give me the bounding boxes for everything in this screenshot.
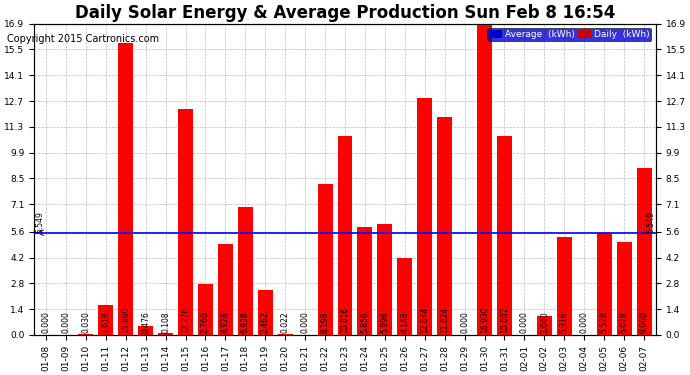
Bar xyxy=(377,225,393,335)
Text: 0.030: 0.030 xyxy=(81,311,90,333)
Text: 0.000: 0.000 xyxy=(580,311,589,333)
Text: 0.000: 0.000 xyxy=(520,311,529,333)
Bar xyxy=(238,207,253,335)
Text: 5.856: 5.856 xyxy=(360,312,369,333)
Text: 1.040: 1.040 xyxy=(540,312,549,333)
Text: 2.760: 2.760 xyxy=(201,312,210,333)
Bar xyxy=(537,316,552,335)
Bar xyxy=(637,168,651,335)
Bar xyxy=(258,290,273,335)
Bar xyxy=(357,227,373,335)
Text: 2.462: 2.462 xyxy=(261,312,270,333)
Legend: Average  (kWh), Daily  (kWh): Average (kWh), Daily (kWh) xyxy=(487,28,651,41)
Text: 0.000: 0.000 xyxy=(301,311,310,333)
Bar xyxy=(79,334,93,335)
Bar xyxy=(158,333,173,335)
Text: 0.022: 0.022 xyxy=(281,312,290,333)
Bar xyxy=(277,334,293,335)
Text: 5.549: 5.549 xyxy=(35,211,44,233)
Text: 12.276: 12.276 xyxy=(181,307,190,333)
Text: 0.000: 0.000 xyxy=(61,311,70,333)
Bar xyxy=(118,43,133,335)
Bar xyxy=(617,242,631,335)
Bar xyxy=(98,305,113,335)
Text: 10.802: 10.802 xyxy=(500,307,509,333)
Bar xyxy=(337,136,353,335)
Bar xyxy=(597,233,611,335)
Bar xyxy=(317,184,333,335)
Text: 1.618: 1.618 xyxy=(101,312,110,333)
Text: 16.930: 16.930 xyxy=(480,307,489,333)
Text: 4.148: 4.148 xyxy=(400,312,409,333)
Text: 5.549: 5.549 xyxy=(646,211,655,233)
Bar xyxy=(557,237,572,335)
Title: Daily Solar Energy & Average Production Sun Feb 8 16:54: Daily Solar Energy & Average Production … xyxy=(75,4,615,22)
Text: 15.860: 15.860 xyxy=(121,307,130,333)
Text: 11.824: 11.824 xyxy=(440,307,449,333)
Text: 9.060: 9.060 xyxy=(640,311,649,333)
Text: 6.938: 6.938 xyxy=(241,312,250,333)
Bar xyxy=(477,23,492,335)
Bar xyxy=(198,284,213,335)
Bar xyxy=(138,326,153,335)
Text: 0.476: 0.476 xyxy=(141,311,150,333)
Text: 5.528: 5.528 xyxy=(600,312,609,333)
Text: 5.028: 5.028 xyxy=(620,312,629,333)
Text: 0.000: 0.000 xyxy=(460,311,469,333)
Bar xyxy=(437,117,452,335)
Text: 12.844: 12.844 xyxy=(420,307,429,333)
Text: Copyright 2015 Cartronics.com: Copyright 2015 Cartronics.com xyxy=(7,34,159,44)
Text: 0.108: 0.108 xyxy=(161,312,170,333)
Bar xyxy=(397,258,413,335)
Text: 0.000: 0.000 xyxy=(41,311,50,333)
Bar xyxy=(178,109,193,335)
Bar xyxy=(417,98,432,335)
Text: 10.816: 10.816 xyxy=(340,307,350,333)
Text: 4.928: 4.928 xyxy=(221,312,230,333)
Bar xyxy=(497,136,512,335)
Text: 8.198: 8.198 xyxy=(321,312,330,333)
Text: 5.996: 5.996 xyxy=(380,311,389,333)
Text: 5.316: 5.316 xyxy=(560,312,569,333)
Bar xyxy=(218,244,233,335)
